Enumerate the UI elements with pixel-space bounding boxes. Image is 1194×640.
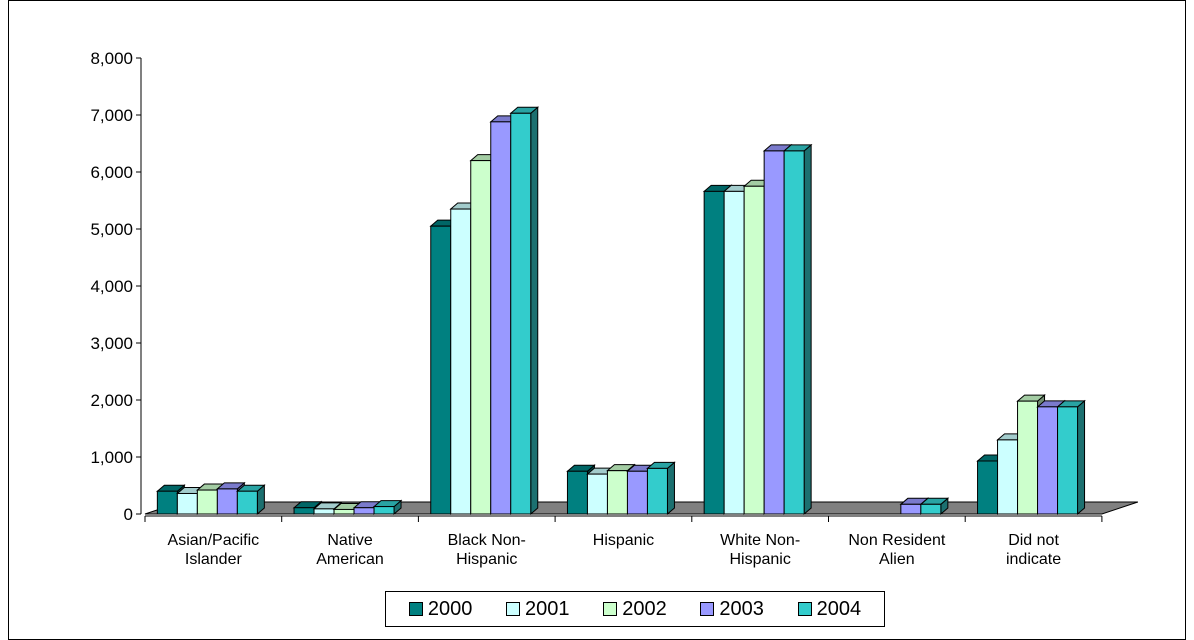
bar-2004 <box>646 461 676 516</box>
legend-label: 2000 <box>427 597 473 620</box>
y-tick-label: 4,000 <box>90 277 133 296</box>
bar-2004 <box>919 497 950 516</box>
bar-chart: 0 1,000 2,000 3,000 4,000 5,000 6,000 7,000 8,00… <box>90 49 1139 568</box>
x-tick-label: Non Resident Alien <box>848 532 946 568</box>
x-tick-label: Asian/Pacific Islander <box>168 532 260 568</box>
legend-item-2003: 2003 <box>700 598 764 621</box>
legend-label: 2002 <box>622 597 667 620</box>
legend-swatch <box>797 602 812 616</box>
x-tick-label: Black Non-Hispanic <box>448 532 526 568</box>
bar-2004 <box>509 106 540 516</box>
legend-label: 2003 <box>719 597 764 620</box>
x-tick-label: White Non-Hispanic <box>720 532 800 568</box>
legend-swatch <box>408 602 423 616</box>
legend-item-2002: 2002 <box>603 598 667 621</box>
y-tick-label: 1,000 <box>90 448 133 467</box>
legend-item-2004: 2004 <box>797 597 862 621</box>
y-tick-label: 8,000 <box>90 49 133 68</box>
bar-2004 <box>1056 399 1086 516</box>
bar-2001 <box>312 501 343 516</box>
y-tick-label: 7,000 <box>90 106 133 125</box>
legend-swatch <box>506 602 521 616</box>
bar-2004 <box>782 143 813 516</box>
y-tick-label: 0 <box>124 505 133 524</box>
legend: 2000 2001 2002 2003 2004 <box>385 591 885 627</box>
y-tick-label: 6,000 <box>90 163 133 182</box>
x-tick-label: Did not indicate <box>1006 532 1061 568</box>
legend-label: 2004 <box>816 597 862 620</box>
legend-item-2001: 2001 <box>506 598 570 621</box>
legend-item-2000: 2000 <box>408 597 473 621</box>
y-tick-label: 5,000 <box>90 220 133 239</box>
legend-label: 2001 <box>525 597 570 620</box>
x-tick-label: Hispanic <box>593 532 654 549</box>
bar-2004 <box>372 499 403 516</box>
legend-swatch <box>700 602 715 616</box>
bar-2004 <box>235 484 266 516</box>
y-tick-label: 3,000 <box>90 334 133 353</box>
x-tick-label: Native American <box>316 532 384 568</box>
legend-swatch <box>603 602 618 616</box>
chart-frame: 0 1,000 2,000 3,000 4,000 5,000 6,000 7,000 8,00… <box>8 0 1186 640</box>
y-tick-label: 2,000 <box>90 391 133 410</box>
